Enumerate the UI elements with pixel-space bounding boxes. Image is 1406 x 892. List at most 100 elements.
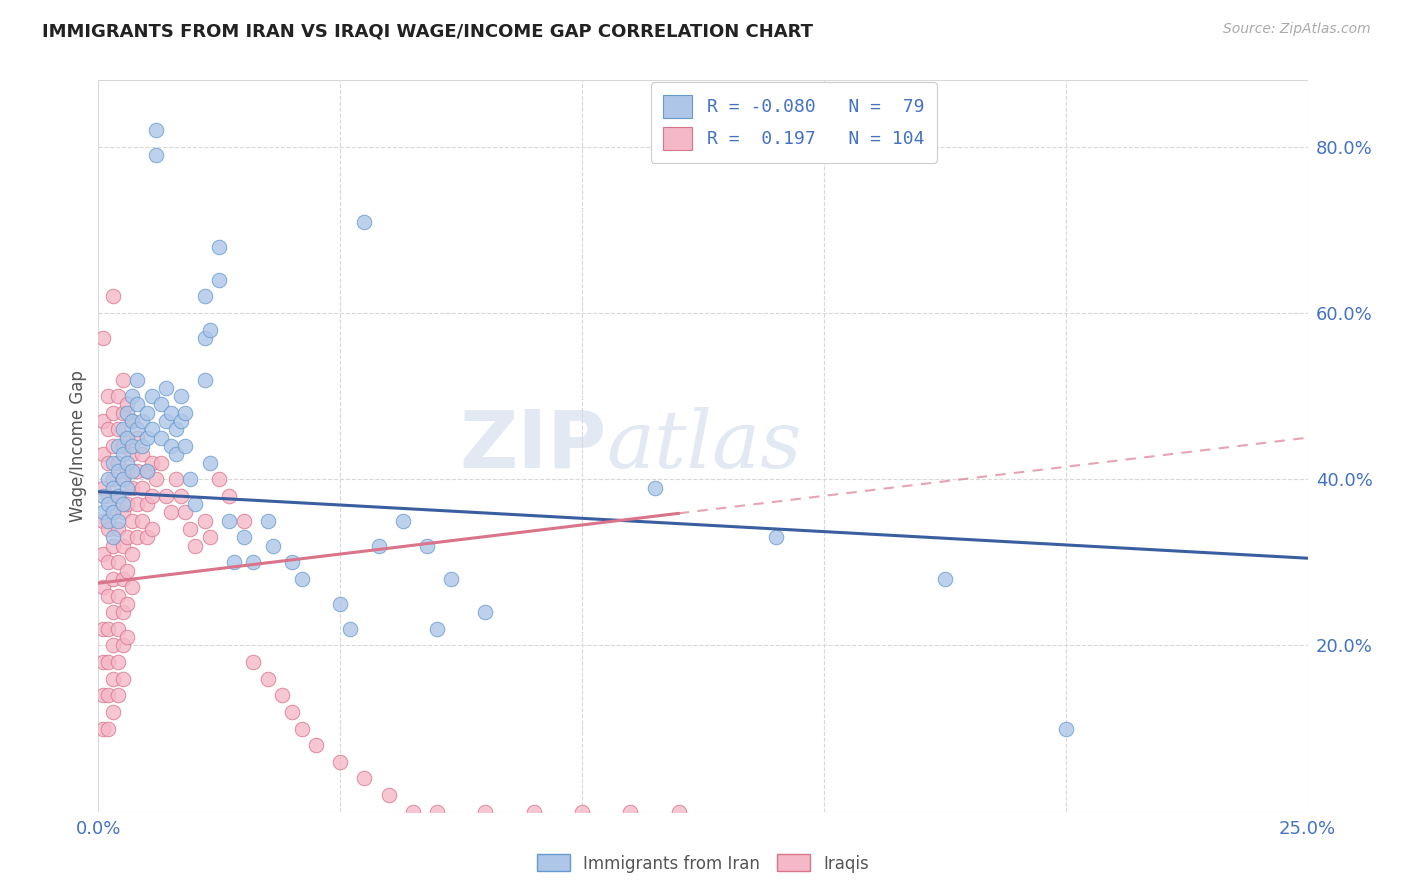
Point — [141, 522, 163, 536]
Point — [174, 506, 197, 520]
Point — [131, 514, 153, 528]
Point — [101, 289, 124, 303]
Point — [160, 439, 183, 453]
Point — [169, 389, 191, 403]
Point — [117, 456, 139, 470]
Text: IMMIGRANTS FROM IRAN VS IRAQI WAGE/INCOME GAP CORRELATION CHART: IMMIGRANTS FROM IRAN VS IRAQI WAGE/INCOM… — [42, 22, 813, 40]
Point — [160, 506, 183, 520]
Point — [101, 481, 124, 495]
Point — [117, 464, 139, 478]
Point — [416, 539, 439, 553]
Point — [174, 406, 197, 420]
Point — [644, 481, 666, 495]
Point — [101, 705, 124, 719]
Point — [127, 530, 149, 544]
Point — [368, 539, 391, 553]
Point — [934, 572, 956, 586]
Point — [305, 738, 328, 752]
Point — [107, 389, 129, 403]
Point — [765, 530, 787, 544]
Text: Source: ZipAtlas.com: Source: ZipAtlas.com — [1223, 22, 1371, 37]
Point — [174, 439, 197, 453]
Point — [194, 331, 217, 345]
Point — [402, 805, 425, 819]
Point — [271, 689, 294, 703]
Point — [474, 805, 496, 819]
Point — [121, 414, 143, 428]
Point — [121, 464, 143, 478]
Point — [121, 447, 143, 461]
Point — [97, 497, 120, 511]
Point — [135, 431, 157, 445]
Point — [165, 447, 187, 461]
Point — [91, 414, 114, 428]
Point — [131, 481, 153, 495]
Point — [668, 805, 690, 819]
Point — [155, 489, 177, 503]
Point — [101, 639, 124, 653]
Point — [184, 539, 207, 553]
Point — [101, 472, 124, 486]
Point — [101, 539, 124, 553]
Point — [169, 414, 191, 428]
Point — [97, 522, 120, 536]
Point — [194, 372, 217, 386]
Point — [127, 422, 149, 436]
Point — [571, 805, 593, 819]
Point — [117, 497, 139, 511]
Point — [256, 514, 278, 528]
Point — [111, 506, 134, 520]
Point — [155, 381, 177, 395]
Point — [107, 489, 129, 503]
Point — [141, 489, 163, 503]
Point — [218, 489, 240, 503]
Point — [232, 514, 254, 528]
Point — [91, 622, 114, 636]
Point — [208, 273, 231, 287]
Point — [392, 514, 415, 528]
Point — [91, 447, 114, 461]
Point — [121, 547, 143, 561]
Point — [107, 464, 129, 478]
Point — [281, 705, 304, 719]
Point — [474, 605, 496, 619]
Point — [97, 456, 120, 470]
Point — [107, 655, 129, 669]
Point — [290, 722, 312, 736]
Point — [91, 655, 114, 669]
Point — [111, 639, 134, 653]
Point — [97, 622, 120, 636]
Point — [523, 805, 546, 819]
Point — [107, 689, 129, 703]
Point — [135, 406, 157, 420]
Point — [97, 589, 120, 603]
Point — [440, 572, 463, 586]
Point — [179, 522, 201, 536]
Point — [111, 406, 134, 420]
Point — [101, 506, 124, 520]
Point — [107, 456, 129, 470]
Point — [256, 672, 278, 686]
Point — [117, 397, 139, 411]
Point — [198, 530, 221, 544]
Point — [135, 464, 157, 478]
Point — [155, 414, 177, 428]
Point — [281, 555, 304, 569]
Point — [127, 497, 149, 511]
Point — [179, 472, 201, 486]
Point — [101, 530, 124, 544]
Point — [117, 564, 139, 578]
Point — [135, 497, 157, 511]
Point — [165, 472, 187, 486]
Point — [111, 539, 134, 553]
Point — [117, 530, 139, 544]
Point — [329, 755, 352, 769]
Point — [97, 514, 120, 528]
Point — [127, 464, 149, 478]
Point — [242, 555, 264, 569]
Point — [619, 805, 641, 819]
Point — [135, 464, 157, 478]
Point — [145, 148, 167, 162]
Point — [111, 605, 134, 619]
Point — [111, 439, 134, 453]
